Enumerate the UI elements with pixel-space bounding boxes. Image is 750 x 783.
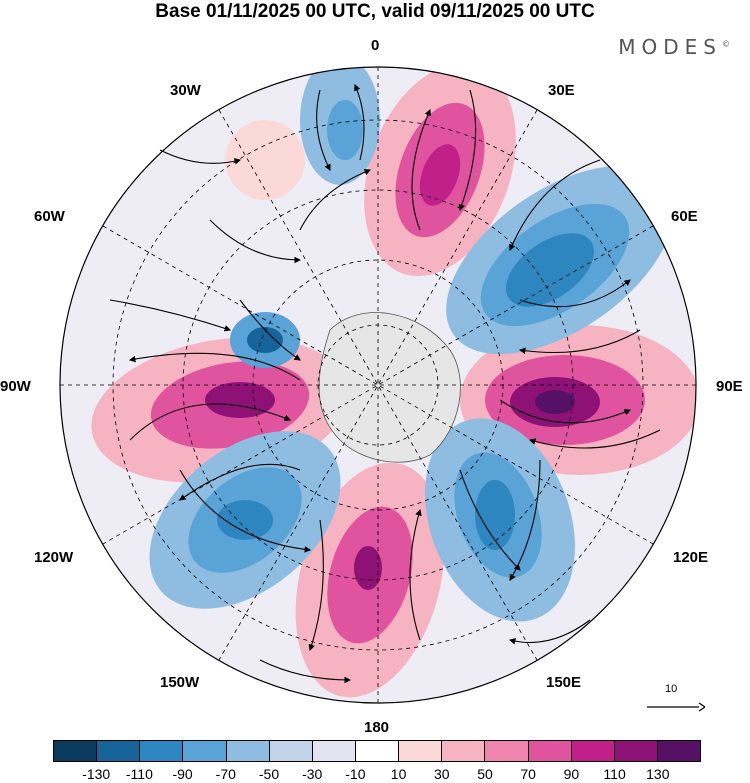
lon-label: 150E <box>546 674 582 691</box>
color-legend <box>53 740 701 762</box>
lon-label: 120E <box>673 549 709 566</box>
legend-tick-label: 30 <box>434 766 450 782</box>
lon-label: 180 <box>364 719 390 736</box>
lon-label: 60E <box>671 208 698 225</box>
legend-tick-label: 130 <box>646 766 670 782</box>
wind-vectors <box>109 83 661 684</box>
legend-tick-label: 10 <box>390 766 407 782</box>
anomaly-lobe <box>225 120 305 200</box>
legend-tick-label: 50 <box>477 766 493 782</box>
lon-label: 0 <box>371 37 380 54</box>
lon-label: 120W <box>34 549 74 566</box>
legend-tick-label: -50 <box>258 766 280 782</box>
legend-tick-label: -130 <box>82 766 111 782</box>
legend-swatch <box>226 741 270 761</box>
copyright-mark: © <box>722 39 730 49</box>
lon-label: 60W <box>34 208 65 225</box>
brand-text: MODES <box>618 35 722 59</box>
legend-swatch <box>528 741 572 761</box>
legend-swatch <box>657 741 701 761</box>
legend-swatch <box>571 741 615 761</box>
legend-tick-label: -90 <box>172 766 193 782</box>
legend-swatch <box>140 741 184 761</box>
legend-swatch <box>269 741 313 761</box>
legend-swatch <box>399 741 443 761</box>
reference-vector-label: 10 <box>665 683 678 695</box>
legend-tick-label: -30 <box>302 766 323 782</box>
antarctica-landmass <box>318 312 461 463</box>
legend-swatch <box>614 741 658 761</box>
legend-tick-label: -70 <box>215 766 236 782</box>
lon-label: 30W <box>170 82 201 99</box>
lon-label: 150W <box>160 674 200 691</box>
legend-tick-label: 70 <box>520 766 536 782</box>
legend-swatch <box>442 741 486 761</box>
map-title: Base 01/11/2025 00 UTC, valid 09/11/2025… <box>155 1 595 22</box>
legend-tick-label: -110 <box>125 766 153 782</box>
legend-tick-label: 110 <box>603 766 626 782</box>
brand-logo: MODES© <box>618 35 730 59</box>
legend-swatch <box>183 741 227 761</box>
lon-label: 30E <box>548 82 575 99</box>
legend-swatch <box>355 741 400 761</box>
reference-arrow-icon <box>647 702 707 712</box>
legend-swatch <box>97 741 141 761</box>
legend-tick-label: 90 <box>563 766 580 782</box>
legend-tick-label: -10 <box>345 766 366 782</box>
legend-swatch <box>312 741 356 761</box>
legend-swatch <box>54 741 98 761</box>
legend-swatch <box>485 741 529 761</box>
lon-label: 90E <box>716 378 743 395</box>
map-boundary <box>59 66 697 704</box>
lon-label: 90W <box>0 378 31 395</box>
reference-vector: 10 <box>645 683 707 715</box>
